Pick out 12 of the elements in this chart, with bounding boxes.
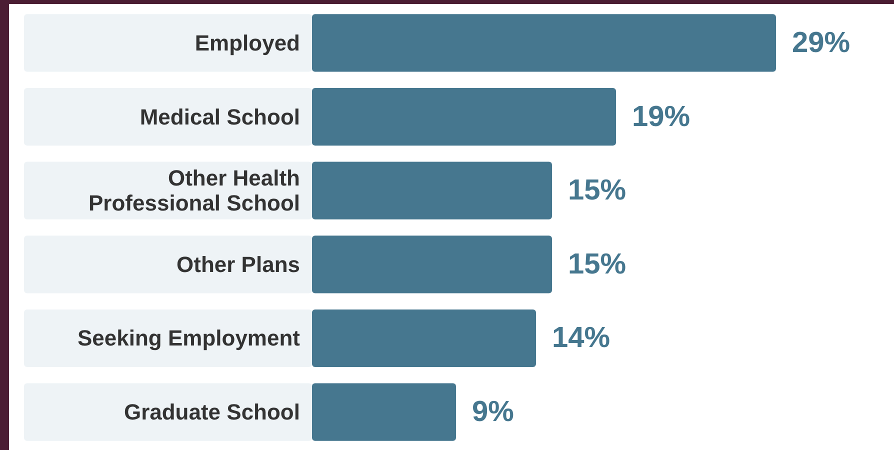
y-tick-label: Employed <box>194 30 300 56</box>
y-tick-label: Seeking Employment <box>77 326 301 351</box>
data-label: 9% <box>472 396 514 428</box>
data-label: 29% <box>792 26 850 59</box>
y-tick-label: Graduate School <box>124 400 300 425</box>
y-tick-label: Other Plans <box>176 252 300 277</box>
y-tick-label: Medical School <box>140 104 300 130</box>
data-label: 15% <box>568 248 626 280</box>
data-label: 14% <box>552 322 610 354</box>
data-label: 19% <box>632 100 690 133</box>
y-tick-label: Other Health Professional School <box>88 166 300 216</box>
data-label: 15% <box>568 174 626 207</box>
